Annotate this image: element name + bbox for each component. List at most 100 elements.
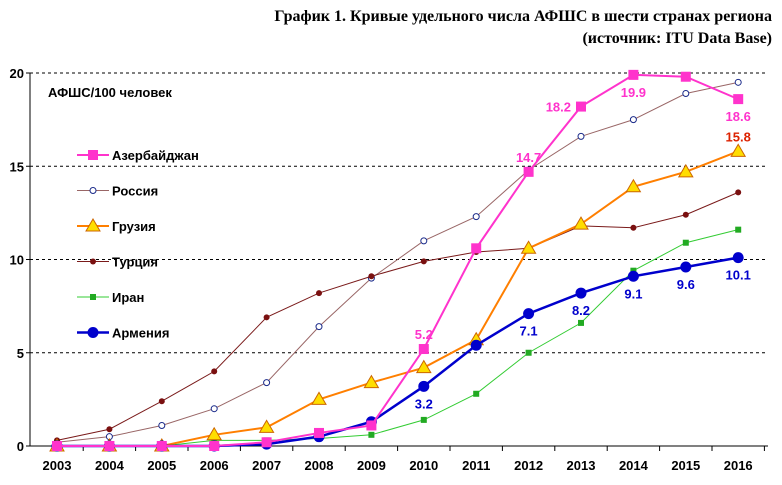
data-point (629, 116, 637, 124)
series-5 (51, 252, 744, 452)
legend-item: Турция (77, 255, 158, 270)
x-tick-label: 2008 (305, 458, 334, 473)
data-point (366, 420, 377, 431)
x-tick-label: 2012 (514, 458, 543, 473)
data-point (316, 290, 322, 297)
chart-title: График 1. Кривые удельного числа АФШС в … (274, 6, 772, 50)
data-label: 9.1 (624, 286, 642, 301)
data-point (680, 261, 692, 273)
x-tick-label: 2011 (462, 458, 490, 473)
data-label: 7.1 (520, 324, 538, 339)
data-point (363, 374, 380, 389)
data-point (156, 441, 167, 451)
legend-marker (85, 218, 101, 232)
y-tick-label: 10 (10, 253, 24, 268)
data-point (368, 431, 375, 438)
data-point (209, 441, 220, 451)
data-point (730, 143, 747, 157)
data-point (420, 416, 427, 423)
y-tick-label: 20 (10, 66, 24, 81)
data-point (682, 90, 690, 98)
legend-item: Армения (77, 326, 169, 341)
legend-item: Россия (77, 184, 158, 199)
legend-label: Грузия (112, 219, 156, 234)
y-tick-label: 0 (17, 439, 24, 454)
data-point (573, 216, 589, 230)
data-point (263, 314, 270, 321)
data-point (106, 426, 113, 433)
data-label: 18.2 (546, 100, 571, 115)
data-point (732, 252, 744, 264)
data-point (158, 421, 166, 429)
data-point (523, 308, 535, 320)
x-tick-label: 2015 (671, 458, 700, 473)
data-point (158, 398, 165, 405)
x-tick-label: 2004 (95, 458, 125, 473)
x-tick-label: 2006 (200, 458, 229, 473)
data-point (420, 237, 428, 245)
data-point (311, 391, 327, 405)
data-point (52, 441, 62, 451)
data-label: 8.2 (572, 303, 590, 318)
legend-label: Турция (112, 255, 158, 270)
data-point (315, 323, 323, 331)
data-point (211, 437, 218, 444)
data-label: 10.1 (726, 268, 751, 283)
data-point (682, 211, 689, 218)
legend-label: Иран (112, 290, 144, 305)
data-point (258, 419, 275, 433)
data-point (470, 339, 482, 351)
legend-marker (87, 327, 99, 338)
data-label: 3.2 (415, 396, 433, 411)
legend-item: Азербайджан (77, 148, 199, 163)
x-tick-label: 2005 (147, 458, 176, 473)
data-label: 9.6 (677, 277, 695, 292)
data-point (418, 344, 429, 355)
data-point (525, 349, 532, 356)
legend: Азербайджан Россия Грузия Турция Иран Армения (77, 148, 199, 341)
series-line (56, 191, 739, 441)
data-point (415, 359, 432, 374)
data-point (680, 71, 691, 82)
data-point (523, 166, 534, 177)
data-label: 15.8 (726, 129, 751, 144)
legend-item: Грузия (77, 218, 156, 234)
series-0 (52, 69, 744, 451)
data-point (472, 213, 480, 221)
chart-title-line2: (источник: ITU Data Base) (582, 30, 772, 47)
data-point (368, 273, 375, 280)
data-point (735, 226, 742, 233)
data-point (576, 101, 586, 112)
data-point (577, 132, 585, 140)
data-label: 5.2 (415, 327, 433, 342)
data-point (314, 427, 324, 438)
data-point (630, 267, 637, 274)
data-label: 19.9 (621, 85, 646, 100)
data-point (206, 426, 223, 441)
x-tick-label: 2009 (357, 458, 386, 473)
data-point (104, 441, 115, 451)
data-point (263, 379, 271, 387)
legend-item: Иран (77, 290, 144, 305)
series-line (56, 81, 739, 443)
legend-marker (90, 294, 96, 300)
x-tick-label: 2013 (567, 458, 596, 473)
data-point (627, 270, 639, 282)
data-point (261, 437, 272, 448)
data-point (625, 178, 642, 193)
legend-marker (89, 187, 97, 194)
series-line (57, 73, 739, 447)
data-point (575, 287, 587, 299)
legend-marker (90, 258, 96, 265)
data-point (735, 189, 742, 196)
data-point (520, 240, 537, 254)
x-tick-label: 2016 (724, 458, 753, 473)
data-point (211, 368, 218, 375)
y-tick-label: 15 (10, 159, 24, 174)
data-point (734, 78, 742, 86)
data-point (628, 69, 639, 80)
y-tick-label: 5 (17, 346, 24, 361)
data-label: 18.6 (726, 109, 751, 124)
legend-label: Азербайджан (112, 148, 199, 163)
legend-label: Армения (112, 326, 169, 341)
